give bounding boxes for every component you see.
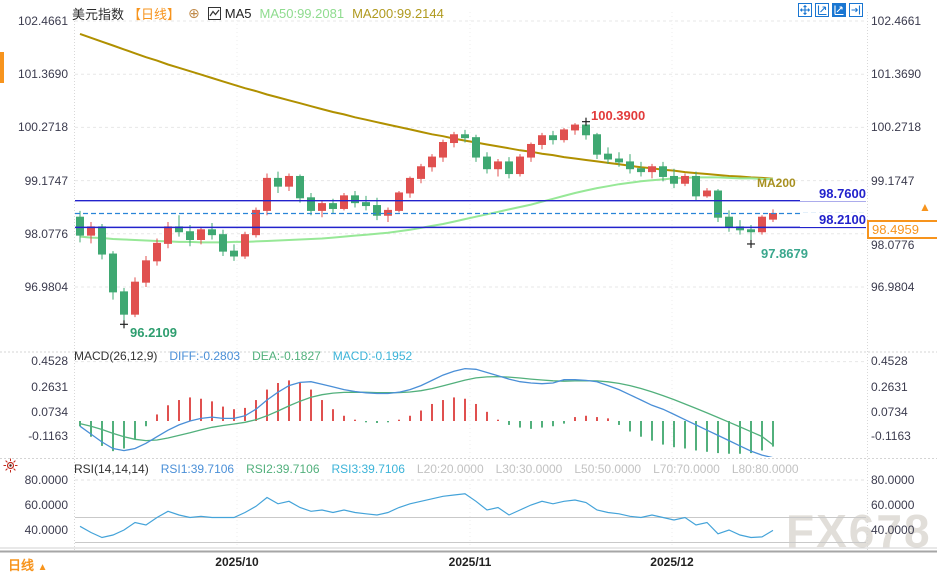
macd-macd-value: MACD:-0.1952 (332, 349, 413, 363)
macd-tick-right: -0.1163 (871, 429, 911, 443)
price-pane (76, 32, 777, 329)
macd-tick-left: 0.0734 (31, 405, 68, 419)
rsi-level-l70: L70:70.0000 (653, 462, 720, 476)
macd-pane (79, 367, 774, 457)
price-tick-left: 100.2718 (17, 120, 68, 134)
macd-tick-right: 0.2631 (871, 380, 908, 394)
level-lines (75, 200, 866, 229)
macd-header: MACD(26,12,9) DIFF:-0.2803 DEA:-0.1827 M… (74, 349, 412, 363)
rsi-level-l50: L50:50.0000 (574, 462, 642, 476)
price-tick-right: 101.3690 (871, 67, 922, 81)
fit-vertical-icon[interactable] (815, 3, 829, 17)
rsi-level-l20: L20:20.0000 (416, 462, 484, 476)
price-up-arrow-icon: ▲ (919, 200, 931, 214)
rsi1-value: RSI1:39.7106 (160, 462, 235, 476)
rsi-title: RSI(14,14,14) (74, 462, 149, 476)
price-tick-left: 98.0776 (24, 227, 68, 241)
rsi-pane (79, 493, 774, 539)
alarm-icon[interactable] (3, 458, 18, 478)
macd-tick-right: 0.0734 (871, 405, 908, 419)
period-selector-label: 日线 (8, 558, 35, 573)
rsi-tick-right: 40.0000 (871, 523, 915, 537)
fit-horizontal-icon[interactable] (832, 3, 846, 17)
rsi3-value: RSI3:39.7106 (331, 462, 405, 476)
level-label-upper[interactable]: 98.7600 (800, 187, 866, 201)
swing-low-label: 97.8679 (761, 246, 808, 261)
rsi-tick-right: 80.0000 (871, 473, 915, 487)
period-selector-arrow-icon: ▲ (37, 562, 48, 573)
period-selector[interactable]: 日线 ▲ (8, 555, 48, 574)
price-tick-right: 100.2718 (871, 120, 922, 134)
rsi-level-l80: L80:80.0000 (731, 462, 799, 476)
pan-icon[interactable] (798, 3, 812, 17)
marked-low-label: 96.2109 (130, 325, 177, 340)
symbol-name: 美元指数 (72, 7, 125, 22)
chart-type-icon[interactable] (207, 7, 221, 20)
price-tick-left: 96.9804 (24, 280, 68, 294)
level-label-lower[interactable]: 98.2100 (800, 213, 866, 227)
rsi-tick-left: 80.0000 (24, 473, 68, 487)
rsi-tick-right: 60.0000 (871, 498, 915, 512)
macd-tick-right: 0.4528 (871, 354, 908, 368)
macd-dea-value: DEA:-0.1827 (252, 349, 321, 363)
macd-diff-value: DIFF:-0.2803 (169, 349, 241, 363)
price-tick-left: 102.4661 (17, 14, 68, 28)
price-tick-left: 99.1747 (24, 174, 68, 188)
chart-header: 美元指数 【日线】 ⊕ MA5 MA50:99.2081 MA200:99.21… (72, 4, 444, 23)
left-range-marker (0, 52, 4, 83)
ma200-tag: MA200 (757, 176, 796, 190)
price-tick-right: 99.1747 (871, 174, 915, 188)
rsi-header: RSI(14,14,14) RSI1:39.7106 RSI2:39.7106 … (74, 462, 799, 476)
macd-tick-left: 0.2631 (31, 380, 68, 394)
rsi2-value: RSI2:39.7106 (246, 462, 320, 476)
macd-tick-left: 0.4528 (31, 354, 68, 368)
link-icon[interactable]: ⊕ (188, 5, 200, 21)
shift-right-icon[interactable] (849, 3, 863, 17)
macd-title: MACD(26,12,9) (74, 349, 158, 363)
date-label: 2025/11 (448, 555, 492, 569)
date-label: 2025/12 (650, 555, 694, 569)
date-label: 2025/10 (215, 555, 259, 569)
marked-high-label: 100.3900 (591, 108, 646, 123)
macd-tick-left: -0.1163 (28, 429, 68, 443)
price-tick-right: 102.4661 (871, 14, 922, 28)
ma5-legend: MA5 (224, 6, 252, 21)
price-tick-right: 98.0776 (871, 238, 915, 252)
rsi-level-l30: L30:30.0000 (495, 462, 563, 476)
price-tick-left: 101.3690 (17, 67, 68, 81)
ma200-legend: MA200:99.2144 (352, 6, 444, 21)
chart-toolbar (798, 3, 863, 17)
rsi-tick-left: 40.0000 (24, 523, 68, 537)
timeframe-label[interactable]: 【日线】 (128, 7, 181, 22)
last-price-box: 98.4959 (867, 220, 937, 239)
price-tick-right: 96.9804 (871, 280, 915, 294)
ma50-legend: MA50:99.2081 (259, 6, 345, 21)
rsi-tick-left: 60.0000 (24, 498, 68, 512)
